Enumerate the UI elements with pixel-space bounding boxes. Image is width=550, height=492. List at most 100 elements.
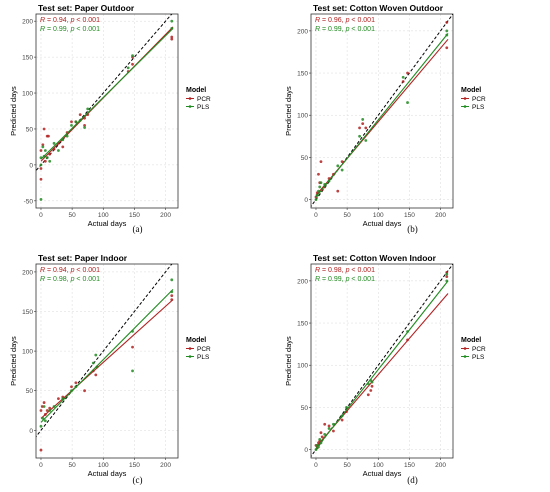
caption-b: (b) xyxy=(407,224,418,234)
caption-c: (c) xyxy=(132,475,143,485)
pcr-point xyxy=(74,381,78,385)
pcr-point xyxy=(317,172,320,176)
pls-point xyxy=(319,181,323,185)
x-tick-label: 150 xyxy=(129,212,140,219)
pls-point xyxy=(45,156,49,160)
pcr-point xyxy=(366,393,370,397)
legend-swatch-dot xyxy=(188,97,192,100)
pls-point xyxy=(52,405,56,408)
x-axis-label: Actual days xyxy=(88,219,127,228)
pls-fit-line xyxy=(315,33,449,198)
pcr-point xyxy=(42,127,46,131)
legend-item-pcr: PCR xyxy=(197,346,211,353)
plot-frame xyxy=(310,13,454,209)
stat-r-symbol: R xyxy=(315,267,320,274)
pcr-point xyxy=(70,385,73,389)
pcr-point xyxy=(42,401,46,404)
pls-point xyxy=(61,138,65,142)
pls-point xyxy=(336,164,340,168)
stat-annotation: R = 0.98, p < 0.001 xyxy=(315,267,375,274)
stat-annotation: R = 0.98, p < 0.001 xyxy=(40,276,100,283)
y-tick-label: 200 xyxy=(22,19,33,26)
identity-line xyxy=(36,14,173,172)
legend-swatch-dot xyxy=(463,105,467,108)
stat-annotation: R = 0.94, p < 0.001 xyxy=(40,17,100,24)
stat-p-symbol: p xyxy=(345,267,350,274)
y-tick-label: 150 xyxy=(297,321,308,328)
pls-point xyxy=(74,120,78,124)
stat-r-symbol: R xyxy=(40,267,45,274)
pls-fit-line xyxy=(40,288,174,423)
pcr-point xyxy=(57,397,60,401)
x-tick-label: 100 xyxy=(373,462,384,469)
x-tick-label: 0 xyxy=(314,212,318,219)
panel-title: Test set: Paper Indoor xyxy=(38,253,128,263)
y-tick-label: 200 xyxy=(297,28,308,35)
pls-point xyxy=(170,278,174,282)
pls-point xyxy=(170,19,174,23)
x-tick-label: 200 xyxy=(435,462,446,469)
pcr-point xyxy=(47,134,50,138)
pls-point xyxy=(364,139,368,142)
pcr-point xyxy=(320,435,324,439)
pcr-point xyxy=(319,160,323,164)
y-tick-label: -50 xyxy=(24,198,34,205)
stat-r-value: = 0.96, xyxy=(320,17,346,24)
legend-item-pls: PLS xyxy=(197,354,210,361)
legend-title: Model xyxy=(186,337,206,344)
pcr-point xyxy=(369,389,373,392)
stat-r-symbol: R xyxy=(40,17,45,24)
y-tick-label: 150 xyxy=(297,71,308,78)
y-tick-label: 100 xyxy=(297,363,308,370)
y-tick-label: 0 xyxy=(29,428,33,435)
x-tick-label: 100 xyxy=(98,212,109,219)
pls-point xyxy=(314,448,318,451)
y-tick-label: 100 xyxy=(22,91,33,98)
stat-p-value: < 0.001 xyxy=(349,17,375,24)
legend-item-pcr: PCR xyxy=(472,346,486,353)
legend-title: Model xyxy=(186,87,206,94)
pcr-point xyxy=(445,46,449,50)
data-layer xyxy=(311,14,453,208)
data-layer xyxy=(36,14,174,201)
stat-r-value: = 0.94, xyxy=(45,17,71,24)
pls-point xyxy=(41,145,45,149)
pls-point xyxy=(48,409,52,412)
pls-point xyxy=(70,123,73,127)
x-tick-label: 50 xyxy=(344,212,352,219)
pls-point xyxy=(318,185,322,189)
stat-r-value: = 0.98, xyxy=(320,267,346,274)
panel-title: Test set: Paper Outdoor xyxy=(38,3,135,13)
pcr-point xyxy=(332,429,335,433)
data-layer xyxy=(311,264,453,458)
y-tick-label: 200 xyxy=(297,278,308,285)
stat-p-value: < 0.001 xyxy=(349,267,375,274)
stat-r-symbol: R xyxy=(315,17,320,24)
x-tick-label: 150 xyxy=(404,462,415,469)
x-tick-label: 200 xyxy=(160,462,171,469)
pcr-point xyxy=(39,149,43,152)
y-tick-label: 50 xyxy=(26,126,34,133)
pls-point xyxy=(131,54,134,58)
x-tick-label: 200 xyxy=(160,212,171,219)
pcr-point xyxy=(39,167,43,170)
y-tick-label: 100 xyxy=(22,349,33,356)
pcr-point xyxy=(361,122,365,126)
legend-swatch-dot xyxy=(463,355,467,358)
pls-point xyxy=(43,419,47,423)
y-tick-label: 50 xyxy=(301,155,309,162)
pls-point xyxy=(126,66,130,70)
pls-point xyxy=(317,189,320,193)
stat-p-symbol: p xyxy=(70,267,75,274)
x-tick-label: 0 xyxy=(39,212,43,219)
pcr-point xyxy=(445,275,449,279)
y-tick-label: 100 xyxy=(297,113,308,120)
stat-p-value: < 0.001 xyxy=(74,17,100,24)
pls-point xyxy=(314,198,318,201)
x-tick-label: 100 xyxy=(373,212,384,219)
pls-point xyxy=(327,427,331,430)
x-tick-label: 150 xyxy=(404,212,415,219)
pcr-point xyxy=(131,345,134,349)
pcr-point xyxy=(39,177,43,181)
